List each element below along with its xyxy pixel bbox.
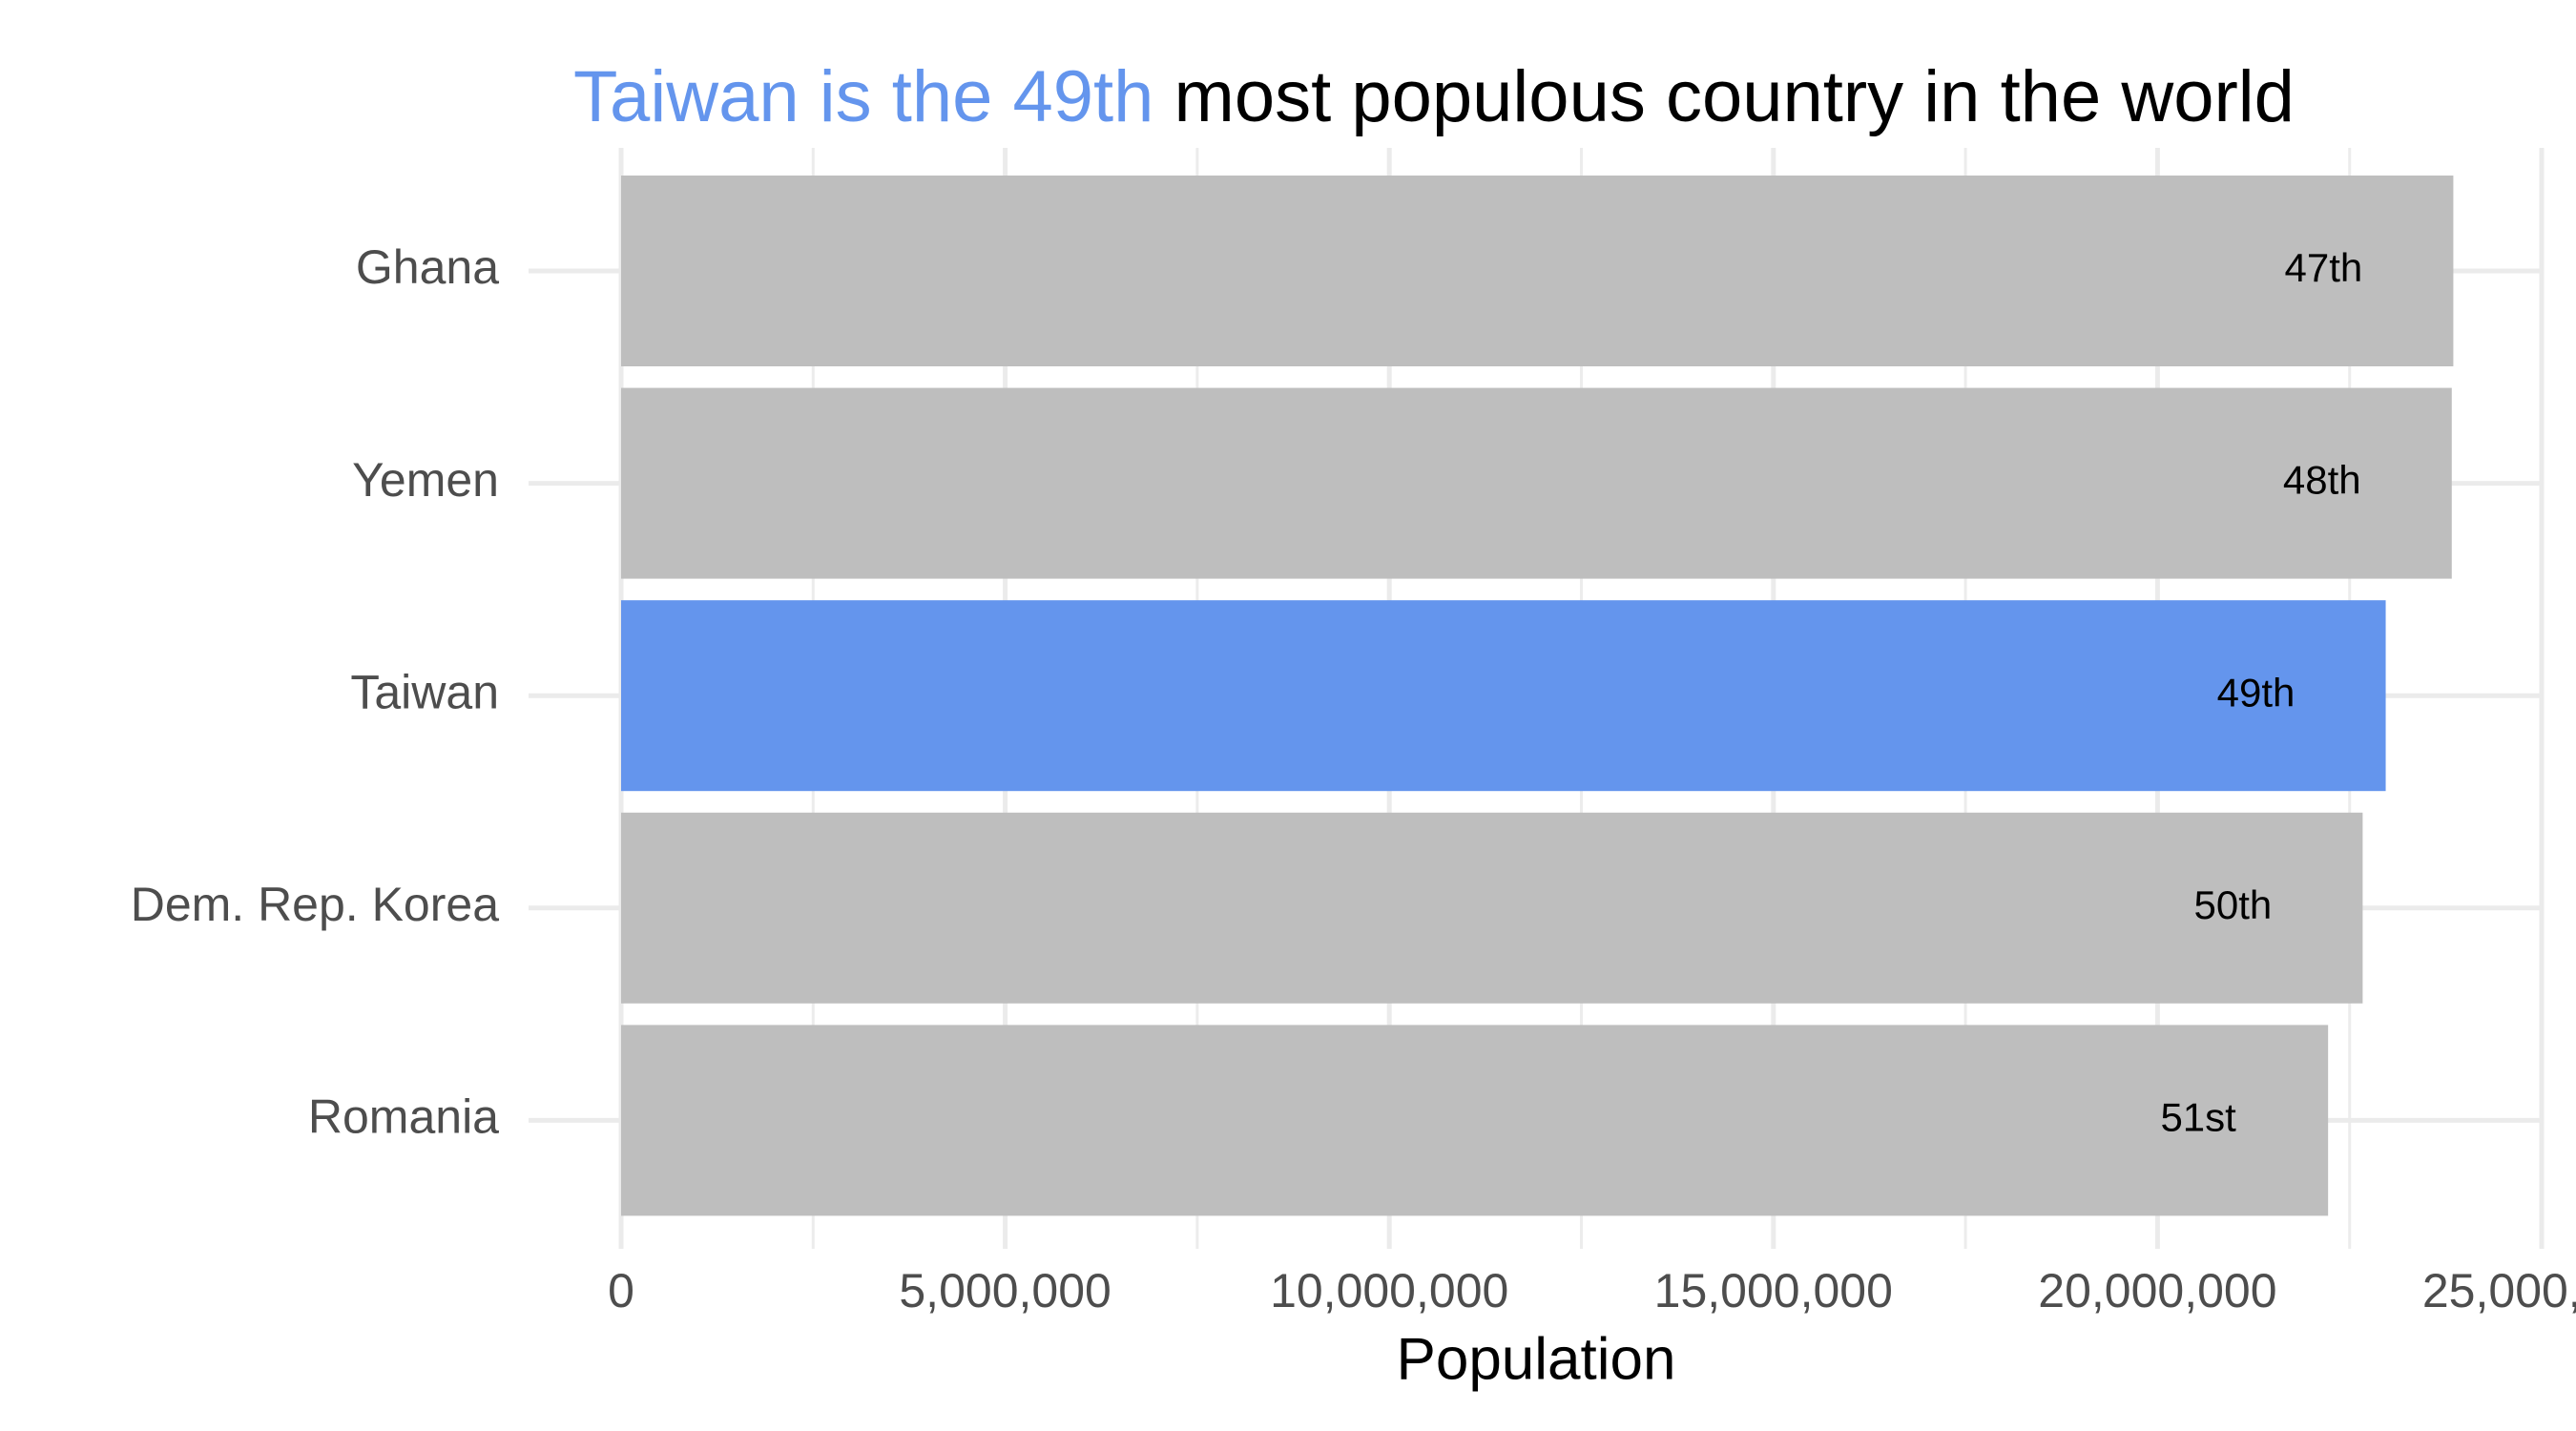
bar-label: 48th: [2283, 458, 2361, 503]
bar: [621, 176, 2454, 366]
title-rest: most populous country in the world: [1174, 56, 2295, 137]
y-tick-label: Taiwan: [350, 665, 499, 718]
y-tick-label: Romania: [308, 1090, 499, 1144]
x-axis-title: Population: [1396, 1326, 1675, 1392]
x-tick-label: 15,000,000: [1654, 1264, 1893, 1317]
bar-label: 47th: [2285, 245, 2363, 290]
bar-label: 50th: [2194, 882, 2273, 927]
bar: [621, 1025, 2329, 1216]
x-tick-label: 0: [608, 1264, 634, 1317]
x-tick-label: 10,000,000: [1270, 1264, 1508, 1317]
x-tick-label: 5,000,000: [899, 1264, 1111, 1317]
x-tick-label: 25,000,000: [2422, 1264, 2576, 1317]
bar: [621, 812, 2363, 1004]
y-tick-label: Yemen: [352, 453, 499, 507]
bar-label: 49th: [2217, 670, 2296, 715]
y-tick-label: Dem. Rep. Korea: [131, 878, 499, 931]
x-tick-label: 20,000,000: [2038, 1264, 2276, 1317]
bar: [621, 387, 2452, 579]
title-highlight: Taiwan is the 49th: [573, 56, 1153, 137]
bar: [621, 600, 2386, 792]
y-tick-label: Ghana: [356, 240, 499, 294]
chart-title: Taiwan is the 49th most populous country…: [573, 56, 2295, 137]
bar-label: 51st: [2160, 1094, 2236, 1139]
